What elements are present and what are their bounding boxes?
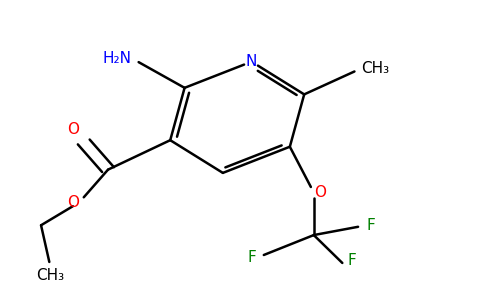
Text: N: N (246, 54, 257, 69)
Text: O: O (67, 195, 79, 210)
Text: O: O (67, 122, 79, 137)
Text: F: F (347, 253, 356, 268)
Text: F: F (366, 218, 375, 233)
Text: O: O (314, 185, 326, 200)
Text: F: F (248, 250, 257, 266)
Text: H₂N: H₂N (103, 51, 132, 66)
Text: CH₃: CH₃ (37, 268, 65, 283)
Text: CH₃: CH₃ (362, 61, 390, 76)
